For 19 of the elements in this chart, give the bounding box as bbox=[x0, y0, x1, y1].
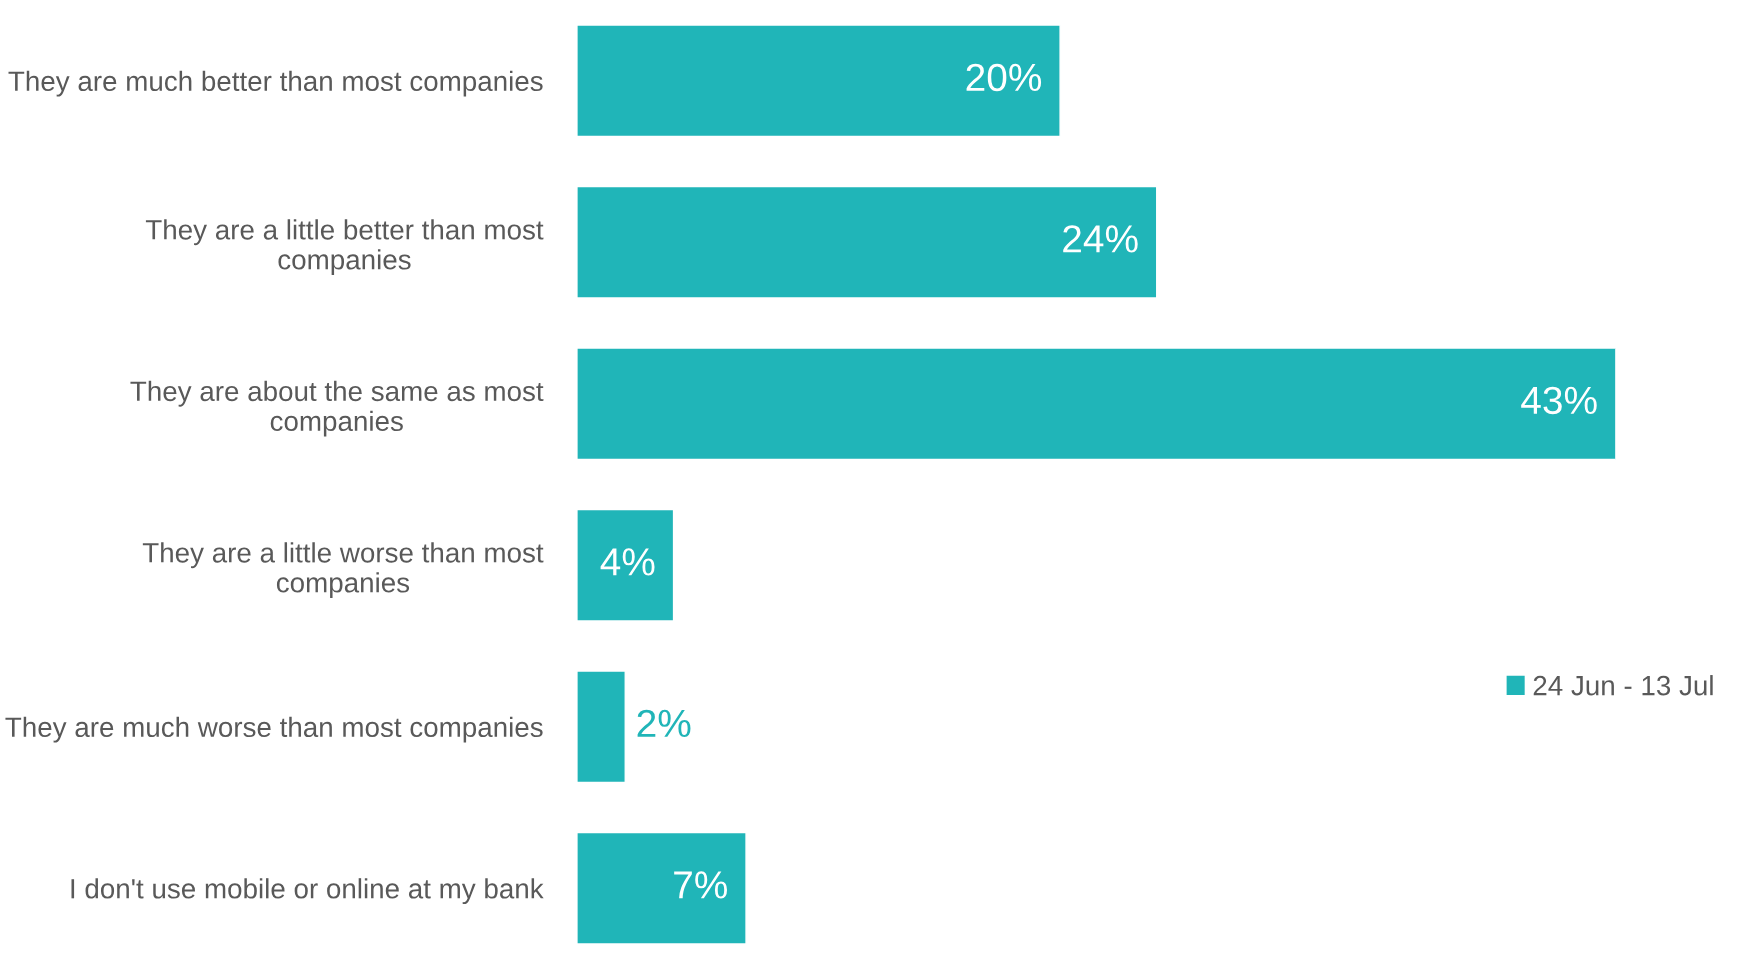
bar bbox=[576, 831, 747, 945]
data-label: 2% bbox=[637, 709, 691, 738]
y-tick-label: They are about the same as most companies bbox=[130, 380, 544, 437]
y-tick-label: I don't use mobile or online at my bank bbox=[71, 878, 544, 905]
bar bbox=[576, 347, 1616, 461]
bar bbox=[576, 24, 1061, 138]
bar bbox=[576, 508, 675, 622]
legend-label: 24 Jun - 13 Jul bbox=[1533, 675, 1713, 696]
y-tick-label: They are much better than most companies bbox=[8, 70, 543, 97]
y-tick-label: They are a little worse than most companies bbox=[142, 542, 544, 599]
y-tick-label: They are a little better than most companies bbox=[145, 219, 544, 276]
bar bbox=[576, 670, 626, 784]
data-label: 7% bbox=[674, 871, 727, 899]
data-label: 43% bbox=[1521, 386, 1597, 415]
y-tick-label: They are much worse than most companies bbox=[5, 716, 543, 743]
data-label: 4% bbox=[600, 548, 655, 576]
data-label: 20% bbox=[966, 63, 1042, 92]
bar bbox=[576, 185, 1158, 299]
data-label: 24% bbox=[1063, 225, 1138, 253]
